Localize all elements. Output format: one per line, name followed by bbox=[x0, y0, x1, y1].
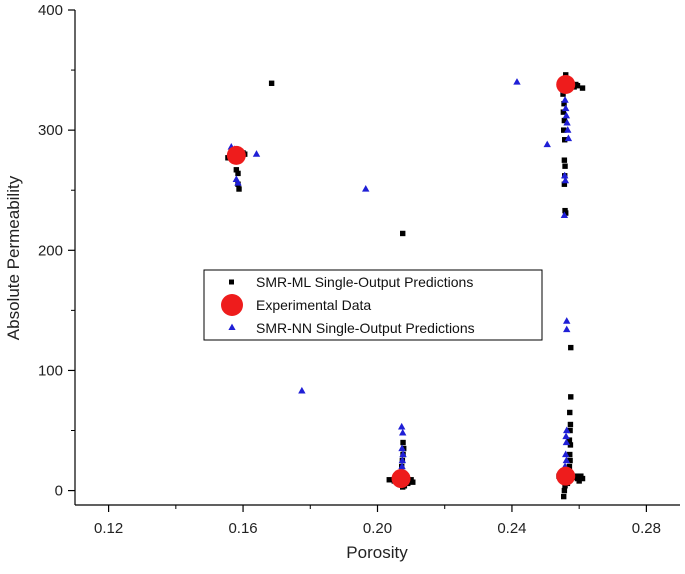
ml-prediction-point bbox=[400, 230, 406, 237]
nn-prediction-point bbox=[562, 456, 571, 464]
ml-prediction-point bbox=[386, 477, 392, 483]
nn-prediction-point bbox=[561, 171, 569, 179]
ml-prediction-point bbox=[574, 82, 581, 89]
nn-prediction-point bbox=[562, 438, 571, 446]
legend-marker-nn bbox=[228, 323, 236, 330]
nn-prediction-point bbox=[398, 444, 406, 452]
ml-prediction-point bbox=[233, 167, 240, 173]
ml-prediction-point bbox=[561, 157, 568, 163]
ml-prediction-point bbox=[576, 478, 582, 484]
experimental-point bbox=[226, 145, 246, 165]
x-tick-label: 0.20 bbox=[363, 520, 392, 537]
legend-label-experimental: Experimental Data bbox=[256, 297, 371, 313]
nn-prediction-point bbox=[399, 450, 407, 458]
legend-marker-experimental bbox=[221, 294, 243, 316]
ml-prediction-point bbox=[410, 479, 416, 485]
legend: SMR-ML Single-Output Predictions Experim… bbox=[203, 269, 543, 341]
y-tick-label: 100 bbox=[38, 362, 63, 379]
ml-prediction-point bbox=[579, 475, 586, 482]
x-tick-label: 0.28 bbox=[632, 520, 661, 537]
plot-frame bbox=[74, 10, 680, 506]
ml-prediction-point bbox=[567, 457, 573, 464]
data-points bbox=[225, 72, 586, 500]
ml-prediction-point bbox=[568, 394, 574, 400]
ml-prediction-point bbox=[561, 117, 568, 124]
ml-prediction-point bbox=[561, 101, 567, 107]
x-tick-label: 0.24 bbox=[497, 520, 526, 537]
ml-prediction-point bbox=[561, 127, 567, 133]
nn-prediction-point bbox=[564, 126, 572, 133]
nn-prediction-point bbox=[398, 456, 407, 464]
ml-prediction-point bbox=[561, 487, 568, 494]
nn-prediction-point bbox=[513, 78, 521, 85]
x-axis-title: Porosity bbox=[346, 543, 408, 562]
ml-prediction-point bbox=[561, 493, 567, 500]
y-tick-label: 200 bbox=[38, 242, 63, 259]
nn-prediction-point bbox=[234, 179, 242, 186]
ml-prediction-point bbox=[566, 437, 573, 443]
legend-box bbox=[203, 269, 543, 341]
nn-prediction-point bbox=[562, 450, 570, 458]
nn-prediction-point bbox=[398, 462, 406, 470]
legend-marker-ml bbox=[229, 279, 234, 285]
y-tick-label: 400 bbox=[38, 2, 63, 19]
ml-prediction-point bbox=[567, 409, 573, 416]
ml-prediction-point bbox=[560, 91, 566, 97]
ml-prediction-point bbox=[567, 427, 573, 434]
legend-label-nn: SMR-NN Single-Output Predictions bbox=[256, 320, 475, 336]
ml-prediction-point bbox=[562, 483, 568, 489]
nn-prediction-point bbox=[298, 386, 306, 394]
ml-prediction-point bbox=[563, 210, 569, 216]
ml-prediction-point bbox=[567, 451, 573, 458]
ml-prediction-point bbox=[579, 85, 586, 91]
nn-prediction-point bbox=[398, 422, 406, 430]
x-tick-label: 0.12 bbox=[94, 520, 123, 537]
ml-prediction-point bbox=[235, 170, 241, 177]
nn-prediction-point bbox=[560, 211, 569, 219]
y-axis-title: Absolute Permeability bbox=[4, 175, 23, 340]
ml-prediction-point bbox=[563, 72, 569, 78]
nn-prediction-point bbox=[562, 111, 571, 119]
ml-prediction-point bbox=[561, 181, 568, 187]
nn-prediction-point bbox=[562, 104, 570, 112]
nn-prediction-point bbox=[562, 432, 570, 440]
ml-prediction-point bbox=[400, 439, 406, 446]
legend-label-ml: SMR-ML Single-Output Predictions bbox=[256, 274, 473, 290]
experimental-point bbox=[556, 74, 576, 94]
ml-prediction-point bbox=[568, 344, 574, 351]
axis-ticks: 0.12 0.16 0.20 0.24 0.28 0 100 200 300 400 bbox=[38, 2, 661, 537]
experimental-point bbox=[391, 469, 411, 489]
y-tick-label: 0 bbox=[55, 483, 63, 500]
ml-prediction-point bbox=[562, 163, 568, 169]
x-tick-label: 0.16 bbox=[228, 520, 257, 537]
nn-prediction-point bbox=[563, 118, 571, 126]
nn-prediction-point bbox=[561, 96, 569, 103]
ml-prediction-point bbox=[562, 137, 568, 143]
nn-prediction-point bbox=[362, 185, 370, 192]
ml-prediction-point bbox=[567, 421, 574, 428]
nn-prediction-point bbox=[563, 325, 571, 333]
ml-prediction-point bbox=[560, 109, 567, 115]
y-tick-label: 300 bbox=[38, 122, 63, 139]
nn-prediction-point bbox=[252, 150, 261, 157]
ml-prediction-point bbox=[236, 186, 242, 192]
ml-prediction-point bbox=[566, 463, 573, 470]
nn-prediction-point bbox=[563, 317, 571, 324]
nn-prediction-point bbox=[561, 176, 570, 184]
nn-prediction-point bbox=[564, 134, 573, 142]
experimental-point bbox=[556, 466, 576, 486]
ml-prediction-point bbox=[268, 80, 275, 86]
nn-prediction-point bbox=[543, 140, 551, 148]
nn-prediction-point bbox=[563, 426, 571, 434]
ml-prediction-point bbox=[567, 442, 574, 448]
nn-prediction-point bbox=[399, 428, 407, 436]
